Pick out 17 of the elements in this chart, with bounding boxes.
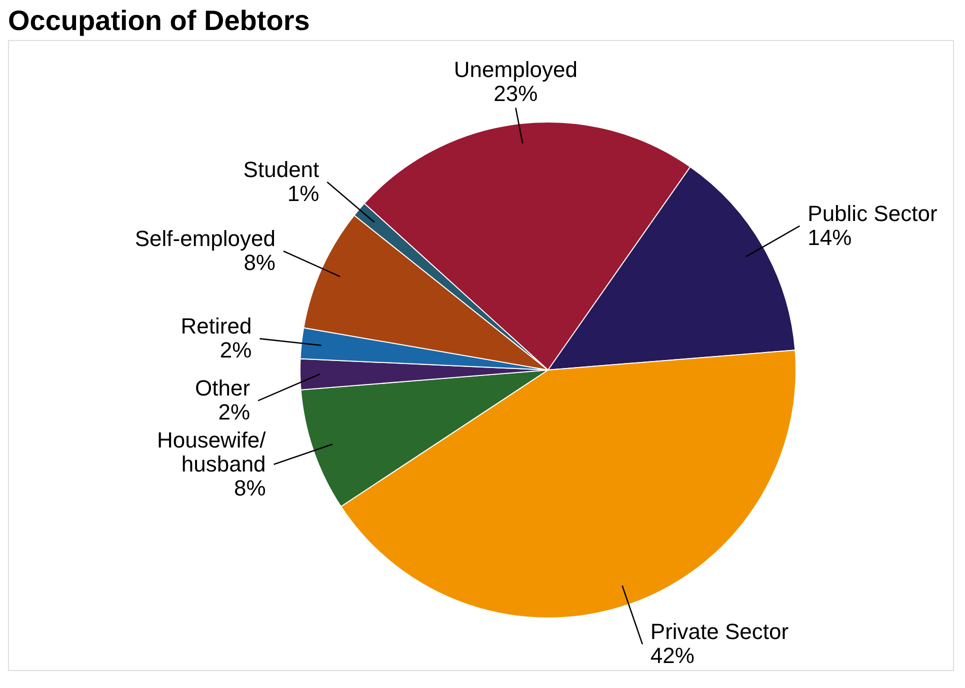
chart-title: Occupation of Debtors xyxy=(8,5,310,36)
data-label: 1% xyxy=(287,181,320,206)
data-label: 2% xyxy=(218,400,250,425)
data-label: 2% xyxy=(220,338,252,363)
slice-label: Self-employed xyxy=(134,226,276,252)
data-label: 8% xyxy=(244,250,276,276)
slice-label: Student xyxy=(243,157,320,182)
slice-label: Other xyxy=(195,376,250,401)
data-label: 8% xyxy=(234,475,266,500)
data-label: 14% xyxy=(808,224,852,250)
slice-label: Retired xyxy=(180,314,252,339)
slice-label: Public Sector xyxy=(808,200,938,226)
slice-label: Housewife/husband xyxy=(156,427,267,476)
slice-label: Private Sector xyxy=(650,619,789,644)
slice-label: Unemployed xyxy=(454,56,578,82)
data-label: 23% xyxy=(494,80,538,106)
data-label: 42% xyxy=(650,643,694,668)
